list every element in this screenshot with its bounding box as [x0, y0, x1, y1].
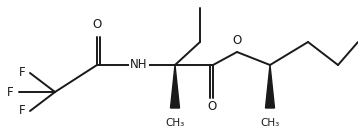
Text: F: F [18, 66, 25, 80]
Text: O: O [232, 34, 242, 47]
Polygon shape [266, 65, 275, 108]
Text: F: F [8, 86, 14, 99]
Polygon shape [170, 65, 179, 108]
Text: NH: NH [130, 59, 148, 72]
Text: CH₃: CH₃ [260, 118, 280, 128]
Text: O: O [92, 18, 102, 30]
Text: CH₃: CH₃ [165, 118, 185, 128]
Text: O: O [207, 101, 217, 113]
Text: F: F [18, 105, 25, 117]
